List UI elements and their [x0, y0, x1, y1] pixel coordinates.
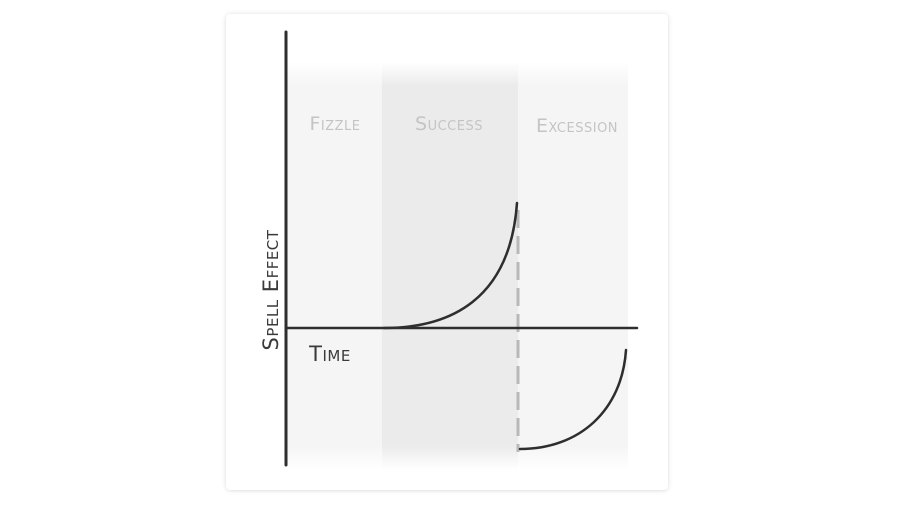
zone-label-fizzle: Fizzle [309, 113, 360, 135]
zone-fade-overlay [287, 62, 628, 470]
excession-negative-curve [518, 348, 628, 451]
success-rising-curve [382, 201, 519, 330]
zone-label-success: Success [415, 113, 483, 135]
zone-label-excession: Excession [536, 115, 618, 137]
y-axis-label: Spell Effect [259, 229, 283, 350]
x-axis-label: Time [308, 342, 351, 366]
